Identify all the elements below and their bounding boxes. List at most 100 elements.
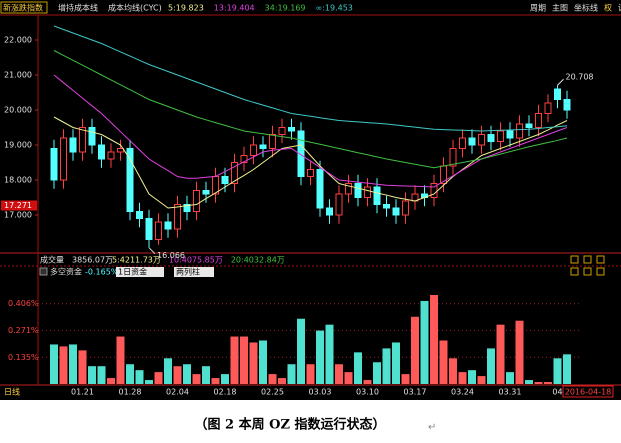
icon[interactable] xyxy=(596,267,605,276)
annotation-arrow xyxy=(148,247,156,255)
volume-bar xyxy=(230,336,239,384)
candle-body xyxy=(354,183,362,198)
volume-bar xyxy=(240,336,248,384)
cost-line xyxy=(53,25,568,132)
volume-bar xyxy=(316,330,324,384)
candle-body xyxy=(335,193,343,216)
volume-bar xyxy=(97,366,106,384)
candle-body xyxy=(516,123,523,139)
volume-bar xyxy=(449,358,457,384)
volume-bar xyxy=(506,372,514,384)
candle-body xyxy=(69,137,77,153)
annotation-arrow xyxy=(557,78,564,86)
volume-tick-label: 0.135% xyxy=(8,353,39,362)
price-marker: 17.271 xyxy=(4,201,32,210)
candle-body xyxy=(535,113,542,128)
candle-body xyxy=(288,127,295,132)
volume-bar xyxy=(183,364,191,384)
volume-bar xyxy=(392,342,400,384)
volume-bar xyxy=(401,374,410,384)
low-annotation: 16.066 xyxy=(157,251,185,260)
candle-body xyxy=(202,190,210,195)
panel-icons xyxy=(570,255,605,276)
dropdown-text[interactable]: 两列柱 xyxy=(176,267,200,277)
candle-body xyxy=(449,148,457,167)
volume-ma-label: 5:4211.73万 xyxy=(112,256,161,265)
candle-body xyxy=(79,127,86,153)
volume-bar xyxy=(468,370,476,384)
volume-bar xyxy=(515,320,524,384)
volume-bar xyxy=(335,364,343,384)
icon[interactable] xyxy=(596,255,605,264)
candle-body xyxy=(221,176,229,184)
volume-bar xyxy=(325,324,334,384)
candle-body xyxy=(50,148,58,181)
legend-entry: 5:19.823 xyxy=(168,4,204,13)
candle-body xyxy=(136,211,143,219)
candle-body xyxy=(383,204,390,209)
volume-bar xyxy=(411,316,419,384)
volume-ma-label: 10:4075.85万 xyxy=(169,256,223,265)
volume-bar xyxy=(268,374,277,384)
candle-body xyxy=(487,134,495,142)
candle-body xyxy=(478,134,485,146)
volume-bar xyxy=(496,324,505,384)
x-tick-label: 03.17 xyxy=(404,388,427,397)
volume-bar xyxy=(59,346,68,384)
toolbar-item[interactable]: 设置 xyxy=(618,3,621,13)
volume-bar xyxy=(135,370,144,384)
icon[interactable] xyxy=(570,267,579,276)
volume-bar xyxy=(354,352,362,384)
candle-body xyxy=(60,137,67,181)
icon[interactable] xyxy=(583,267,592,276)
candle-body xyxy=(316,169,324,209)
volume-bar xyxy=(107,378,115,384)
dropdown[interactable] xyxy=(116,267,164,277)
candle-body xyxy=(88,127,96,146)
x-tick-label: 02.25 xyxy=(261,388,284,397)
volume-bar xyxy=(287,364,296,384)
candle-body xyxy=(107,151,115,160)
cost-line xyxy=(53,50,568,169)
index-name: 新涨跌指数 xyxy=(3,3,43,13)
volume-bar xyxy=(192,374,201,384)
icon[interactable] xyxy=(583,255,592,264)
x-tick-label: 03.03 xyxy=(309,388,332,397)
candle-body xyxy=(392,207,400,216)
candle-body xyxy=(145,218,153,240)
volume-bar xyxy=(69,344,77,384)
volume-bar xyxy=(116,336,125,384)
dropdown[interactable] xyxy=(174,267,214,277)
candle-body xyxy=(373,186,381,205)
volume-tick-label: 0.271% xyxy=(8,326,39,335)
volume-bar xyxy=(221,374,229,384)
legend-entry: 34:19.169 xyxy=(265,4,306,13)
volume-bar xyxy=(487,348,495,384)
volume-bar xyxy=(126,364,134,384)
toolbar-item[interactable]: 周期 xyxy=(530,4,546,13)
candle-body xyxy=(345,183,352,195)
toolbar-item[interactable]: 坐标线 xyxy=(574,3,598,13)
candle-body xyxy=(98,144,105,160)
volume-ma-label: 20:4032.84万 xyxy=(231,256,285,265)
candle-body xyxy=(563,99,571,111)
candle-body xyxy=(183,204,191,212)
x-tick-label: 03.24 xyxy=(451,388,474,397)
candle-body xyxy=(459,137,466,149)
toolbar-item[interactable]: 主图 xyxy=(552,3,568,13)
volume-bar xyxy=(344,372,353,384)
y-tick-label: 17.000 xyxy=(4,211,32,220)
dropdown-text[interactable]: 1日资金 xyxy=(118,267,147,277)
candle-body xyxy=(240,155,248,163)
toolbar-item[interactable]: 权 xyxy=(604,3,612,13)
x-tick-label: 01.21 xyxy=(71,388,94,397)
index-box xyxy=(0,1,48,14)
indicator-sub: 成本均线(CYC) xyxy=(108,3,162,13)
candle-body xyxy=(126,148,134,212)
volume-bar xyxy=(458,372,467,384)
icon[interactable] xyxy=(570,255,579,264)
volume-bar xyxy=(363,380,372,384)
candle-body xyxy=(307,169,314,177)
x-tick-label: 02.04 xyxy=(166,388,189,397)
